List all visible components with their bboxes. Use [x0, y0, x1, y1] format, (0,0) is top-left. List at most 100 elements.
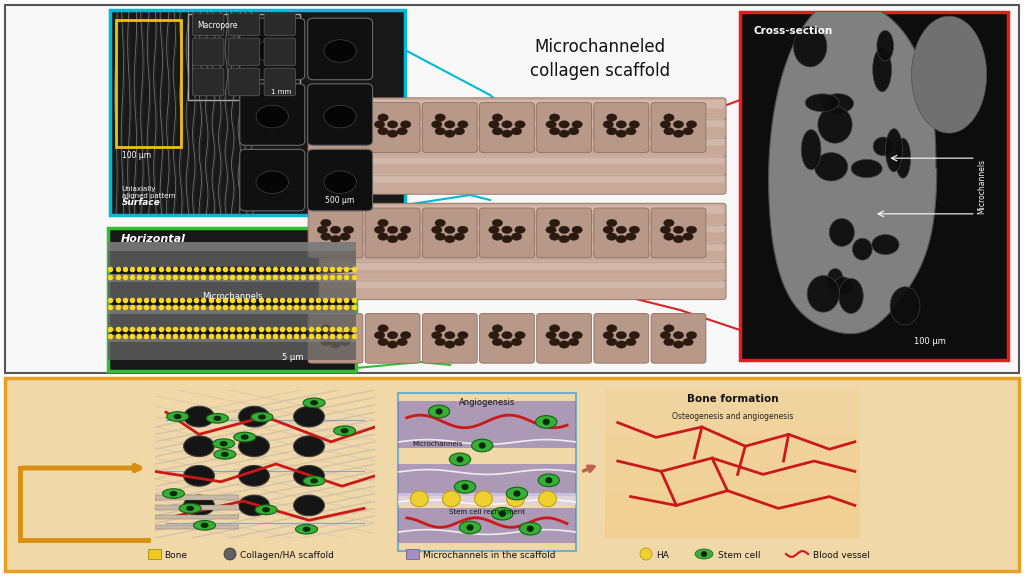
Circle shape — [324, 40, 356, 62]
Circle shape — [664, 219, 674, 227]
Ellipse shape — [303, 398, 325, 408]
Ellipse shape — [829, 218, 854, 247]
Circle shape — [507, 491, 524, 507]
FancyBboxPatch shape — [193, 38, 224, 66]
Circle shape — [488, 226, 499, 233]
Ellipse shape — [455, 480, 476, 493]
Circle shape — [572, 226, 583, 233]
Circle shape — [454, 338, 465, 346]
Bar — [398, 401, 575, 448]
Circle shape — [515, 226, 525, 233]
FancyBboxPatch shape — [594, 103, 649, 153]
FancyBboxPatch shape — [240, 84, 305, 145]
Circle shape — [183, 495, 214, 516]
Circle shape — [673, 130, 684, 138]
Ellipse shape — [539, 474, 559, 487]
Circle shape — [616, 226, 627, 233]
Circle shape — [478, 442, 485, 449]
Circle shape — [201, 522, 209, 528]
Circle shape — [375, 121, 385, 128]
Bar — [605, 434, 860, 449]
Ellipse shape — [303, 476, 326, 486]
Circle shape — [493, 219, 503, 227]
FancyBboxPatch shape — [307, 149, 373, 211]
Circle shape — [664, 338, 674, 346]
Bar — [108, 228, 356, 371]
Circle shape — [324, 171, 356, 194]
Ellipse shape — [163, 489, 184, 498]
Bar — [605, 464, 860, 479]
Circle shape — [340, 127, 350, 135]
Circle shape — [686, 121, 696, 128]
Circle shape — [262, 507, 270, 513]
Circle shape — [302, 526, 310, 532]
FancyBboxPatch shape — [366, 103, 420, 153]
Circle shape — [239, 436, 269, 457]
Circle shape — [572, 121, 583, 128]
Ellipse shape — [805, 94, 840, 112]
Circle shape — [513, 490, 520, 497]
Ellipse shape — [108, 329, 356, 338]
FancyBboxPatch shape — [537, 103, 592, 153]
Circle shape — [317, 121, 328, 128]
Circle shape — [435, 408, 442, 415]
Circle shape — [241, 434, 249, 439]
FancyBboxPatch shape — [479, 208, 535, 258]
Circle shape — [515, 331, 525, 339]
Circle shape — [549, 233, 560, 240]
FancyBboxPatch shape — [321, 119, 724, 127]
Circle shape — [330, 121, 341, 128]
Circle shape — [568, 338, 579, 346]
FancyBboxPatch shape — [264, 8, 296, 36]
Ellipse shape — [807, 275, 840, 312]
Circle shape — [442, 491, 461, 507]
Circle shape — [435, 233, 445, 240]
Text: Microchannels in the scaffold: Microchannels in the scaffold — [423, 551, 555, 559]
Circle shape — [330, 236, 341, 243]
FancyBboxPatch shape — [308, 208, 362, 258]
Circle shape — [626, 233, 636, 240]
Ellipse shape — [213, 439, 234, 449]
Circle shape — [543, 419, 550, 425]
Ellipse shape — [822, 94, 854, 113]
Bar — [108, 242, 356, 251]
Ellipse shape — [255, 505, 278, 514]
Circle shape — [435, 127, 445, 135]
Circle shape — [457, 456, 464, 463]
Ellipse shape — [853, 238, 872, 260]
Circle shape — [378, 325, 388, 332]
Ellipse shape — [233, 432, 256, 442]
Bar — [116, 20, 181, 147]
Circle shape — [686, 226, 696, 233]
Circle shape — [397, 233, 408, 240]
Circle shape — [256, 40, 289, 62]
Text: Horizontal: Horizontal — [121, 234, 185, 244]
Circle shape — [330, 331, 341, 339]
Circle shape — [294, 406, 325, 427]
FancyBboxPatch shape — [321, 175, 724, 183]
Circle shape — [549, 219, 560, 227]
Circle shape — [546, 226, 556, 233]
Circle shape — [546, 121, 556, 128]
Circle shape — [400, 121, 411, 128]
FancyBboxPatch shape — [321, 280, 724, 288]
Bar — [740, 12, 1008, 360]
Ellipse shape — [536, 415, 557, 428]
FancyBboxPatch shape — [318, 203, 726, 225]
Circle shape — [330, 130, 341, 138]
Circle shape — [616, 341, 627, 348]
FancyBboxPatch shape — [318, 154, 726, 176]
Circle shape — [431, 331, 442, 339]
Circle shape — [616, 130, 627, 138]
FancyBboxPatch shape — [318, 240, 726, 263]
Circle shape — [559, 341, 569, 348]
Circle shape — [317, 226, 328, 233]
Circle shape — [294, 495, 325, 516]
Ellipse shape — [695, 549, 713, 559]
FancyBboxPatch shape — [422, 103, 477, 153]
Circle shape — [341, 428, 348, 433]
FancyBboxPatch shape — [308, 313, 362, 363]
Ellipse shape — [827, 268, 844, 292]
Circle shape — [629, 331, 640, 339]
FancyBboxPatch shape — [307, 84, 373, 145]
